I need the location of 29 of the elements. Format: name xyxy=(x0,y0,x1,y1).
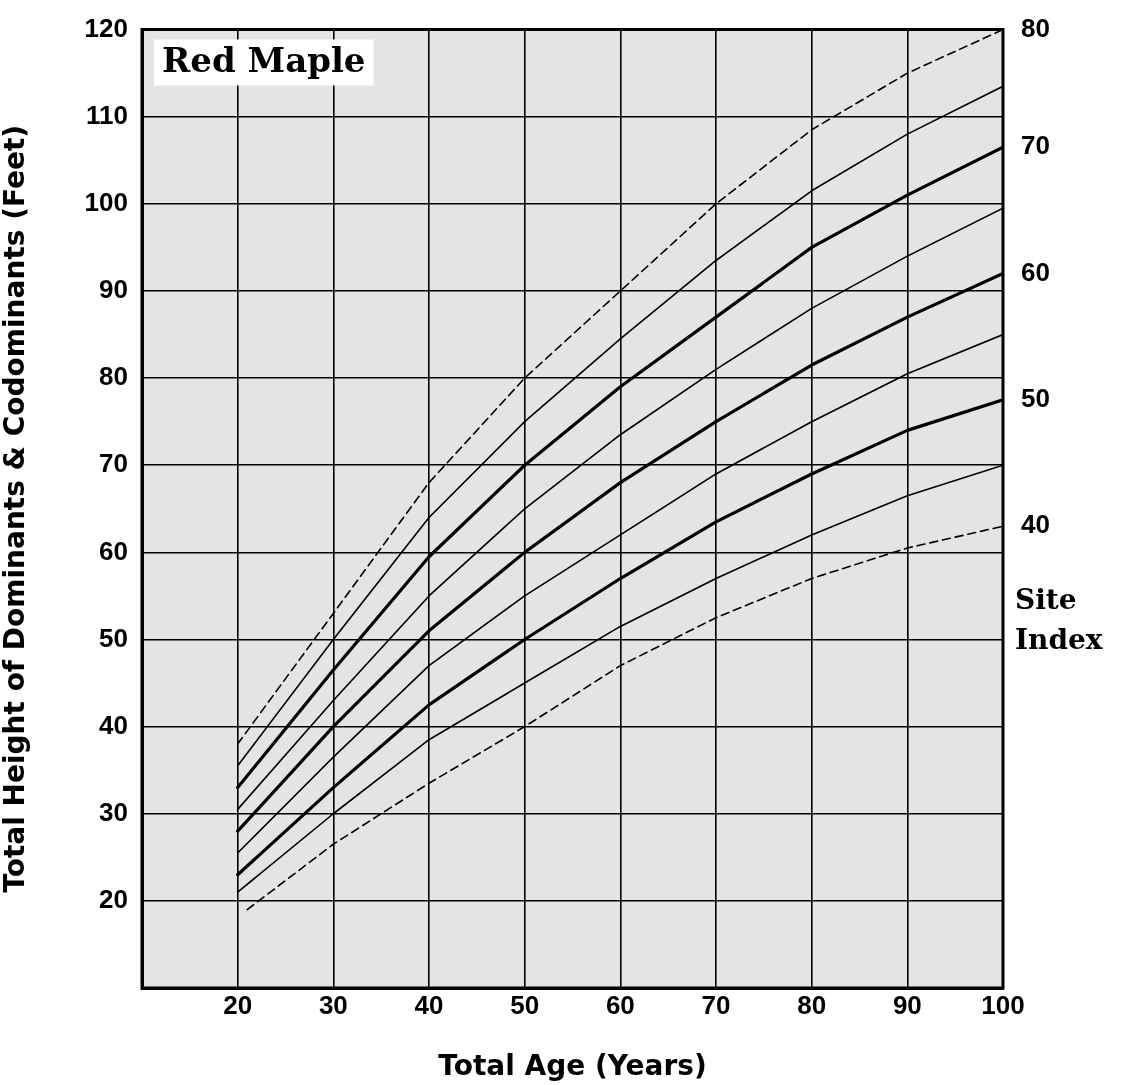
y-tick-label: 60 xyxy=(99,535,128,566)
y-tick-label: 70 xyxy=(99,448,128,479)
x-tick-label: 50 xyxy=(510,989,540,1020)
x-axis-title: Total Age (Years) xyxy=(438,1049,707,1083)
y-tick-label: 110 xyxy=(86,99,128,130)
y-tick-label: 80 xyxy=(99,361,128,392)
x-tick-label: 20 xyxy=(223,989,253,1020)
y-tick-label: 90 xyxy=(99,274,128,305)
x-tick-label: 90 xyxy=(892,989,922,1020)
x-tick-label: 40 xyxy=(414,989,444,1020)
x-tick-label: 30 xyxy=(318,989,348,1020)
series-label: 70 xyxy=(1021,130,1050,161)
series-label: 50 xyxy=(1021,383,1050,414)
y-tick-label: 20 xyxy=(99,884,128,915)
series-label: 40 xyxy=(1021,509,1050,540)
series-label: 80 xyxy=(1021,12,1050,43)
y-axis-title: Total Height of Dominants & Codominants (Feet) xyxy=(0,124,32,893)
x-tick-label: 70 xyxy=(701,989,731,1020)
series-label: 60 xyxy=(1021,256,1050,287)
y-tick-label: 120 xyxy=(84,12,128,43)
x-tick-label: 60 xyxy=(605,989,635,1020)
y-tick-label: 40 xyxy=(99,709,128,740)
x-tick-label: 80 xyxy=(797,989,827,1020)
y-tick-label: 30 xyxy=(99,796,128,827)
y-tick-label: 100 xyxy=(84,187,128,218)
y-tick-label: 50 xyxy=(99,622,128,653)
chart-title: Red Maple xyxy=(162,40,366,81)
x-tick-label: 100 xyxy=(981,989,1025,1020)
text: Site Index xyxy=(1015,582,1103,656)
